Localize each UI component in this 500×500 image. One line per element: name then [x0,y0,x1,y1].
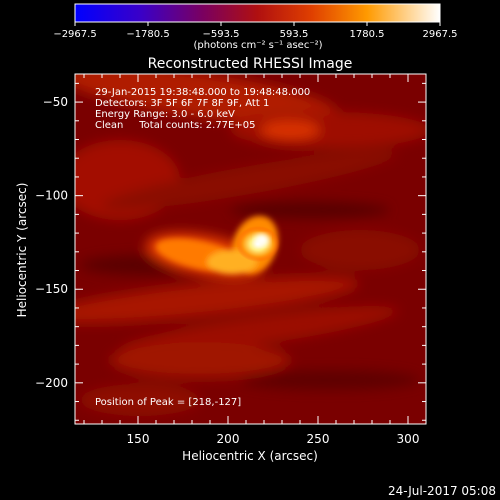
chart-title: Reconstructed RHESSI Image [148,56,353,72]
x-axis-label: Heliocentric X (arcsec) [182,449,318,463]
colorbar-unit: (photons cm⁻² s⁻¹ asec⁻²) [193,40,322,51]
heatmap-image [75,74,426,424]
y-axis-label: Heliocentric Y (arcsec) [15,183,29,318]
y-tick-label: −50 [43,95,68,109]
colorbar-tick-label: −1780.5 [126,29,169,40]
colorbar-tick-label: −2967.5 [53,29,96,40]
colorbar-tick-label: −593.5 [202,29,239,40]
y-tick-label: −200 [35,376,68,390]
colorbar-tick-label: 2967.5 [423,29,458,40]
x-tick-label: 150 [127,432,150,446]
colorbar-ticks: −2967.5 −1780.5 −593.5 593.5 1780.5 2967.5 [53,22,458,40]
y-tick-label: −100 [35,189,68,203]
colorbar-tick-label: 593.5 [280,29,309,40]
axis-ticks: 150 200 250 300 −50 −100 −150 −200 [35,74,427,446]
x-tick-label: 300 [397,432,420,446]
annotation-time-range: 29-Jan-2015 19:38:48.000 to 19:48:48.000 [95,87,311,98]
annotation-energy: Energy Range: 3.0 - 6.0 keV [95,109,235,120]
annotation-clean: Clean Total counts: 2.77E+05 [95,120,256,131]
timestamp: 24-Jul-2017 05:08 [388,484,496,498]
annotation-peak-position: Position of Peak = [218,-127] [95,397,242,408]
annotation-detectors: Detectors: 3F 5F 6F 7F 8F 9F, Att 1 [95,98,270,109]
plot-frame [74,73,427,425]
y-tick-label: −150 [35,282,68,296]
colorbar [74,3,441,23]
x-tick-label: 250 [307,432,330,446]
colorbar-tick-label: 1780.5 [350,29,385,40]
x-tick-label: 200 [217,432,240,446]
